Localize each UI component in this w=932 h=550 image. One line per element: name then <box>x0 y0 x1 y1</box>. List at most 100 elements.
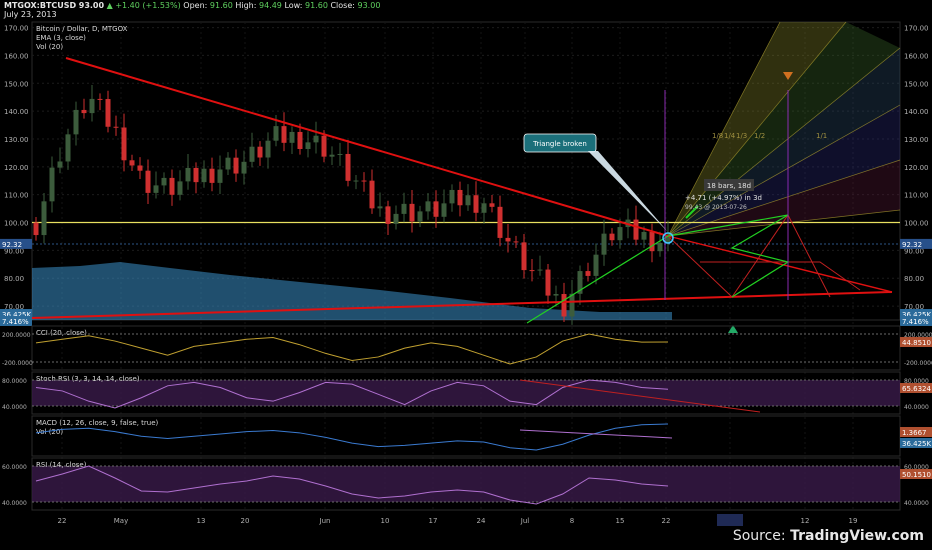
candle-body <box>265 140 271 158</box>
red-projection-2 <box>700 261 861 291</box>
y-tick-right: 120.00 <box>904 164 929 172</box>
y-tick-left: 140.00 <box>4 108 29 116</box>
candle-body <box>273 126 279 141</box>
price-marker-right <box>900 316 932 326</box>
candle-body <box>49 167 55 202</box>
candle-body <box>281 126 287 143</box>
volume-area <box>32 262 672 320</box>
candle-body <box>425 201 431 212</box>
source-credit[interactable]: Source: TradingView.com <box>733 528 924 546</box>
candle-body <box>577 271 583 294</box>
candle-body <box>521 242 527 271</box>
candle-body <box>41 201 47 236</box>
candle-body <box>641 231 647 240</box>
candle-body <box>569 293 575 317</box>
candle-body <box>33 222 39 236</box>
price-marker-right <box>900 238 932 249</box>
price-marker-right <box>900 309 932 319</box>
candle-body <box>233 157 239 174</box>
symbol-label[interactable]: MTGOX:BTCUSD <box>4 1 77 10</box>
candle-body <box>345 153 351 181</box>
candle-body <box>465 195 471 206</box>
y-tick-right: 160.00 <box>904 52 929 60</box>
close-label: Close: <box>330 1 355 10</box>
candle-body <box>377 206 383 209</box>
sub-pane-title: RSI (14, close) <box>36 461 87 469</box>
candle-body <box>473 195 479 213</box>
candle-body <box>105 99 111 127</box>
date-label: July 23, 2013 <box>4 10 57 19</box>
candle-body <box>193 167 199 183</box>
main-title: Bitcoin / Dollar, D, MTGOX <box>36 25 128 33</box>
channel-line-lower <box>526 235 669 324</box>
candle-body <box>529 270 535 272</box>
high-value: 94.49 <box>258 1 282 10</box>
y-tick-left: 120.00 <box>4 164 29 172</box>
candle-body <box>305 142 311 150</box>
bars-label-box <box>704 179 754 191</box>
sub-price-marker <box>900 427 932 437</box>
candle-body <box>545 269 551 296</box>
y-tick-left: 150.00 <box>4 80 29 88</box>
y-tick-left: 170.00 <box>4 25 29 33</box>
price-marker-text: 92.32 <box>902 241 922 249</box>
stoch-projection-line <box>519 379 761 413</box>
y-tick-left: 90.00 <box>4 247 24 255</box>
sub-pane-tick-right: 60.0000 <box>904 464 929 471</box>
price-marker-left <box>0 309 32 319</box>
candle-body <box>369 180 375 209</box>
sub-pane-series <box>35 465 669 505</box>
sub-pane-legend: Vol (20) <box>36 428 63 436</box>
price-marker-text: 92.32 <box>2 241 22 249</box>
candle-body <box>121 127 127 161</box>
y-tick-left: 130.00 <box>4 136 29 144</box>
y-tick-left: 160.00 <box>4 52 29 60</box>
breakout-circle <box>662 232 674 244</box>
open-value: 91.60 <box>209 1 233 10</box>
source-prefix: Source: <box>732 528 786 544</box>
sub-pane-tick-right: 40.0000 <box>904 500 929 507</box>
sub-pane-series <box>35 423 669 451</box>
x-tick-label: 22 <box>58 517 67 525</box>
candle-body <box>449 189 455 204</box>
candle-body <box>609 233 615 241</box>
y-tick-left: 70.00 <box>4 303 24 311</box>
candle-body <box>593 254 599 276</box>
projection-label: 99.43 @ 2013-07-26 <box>685 204 747 211</box>
candle-body <box>513 241 519 243</box>
x-tick-label: 10 <box>381 517 390 525</box>
sub-pane-tick-right: 40.0000 <box>904 404 929 411</box>
y-tick-right: 150.00 <box>904 80 929 88</box>
candle-body <box>113 126 119 128</box>
x-tick-label: 13 <box>197 517 206 525</box>
x-tick-label: May <box>114 517 128 525</box>
y-tick-left: 80.00 <box>4 275 24 283</box>
sub-price-marker-text: 36.425K <box>902 440 931 448</box>
candle-body <box>537 269 543 271</box>
candle-body <box>97 98 103 100</box>
x-tick-label: Jun <box>319 517 331 525</box>
close-value: 93.00 <box>357 1 381 10</box>
sub-pane-title: Stoch RSI (3, 3, 14, 14, close) <box>36 375 140 383</box>
y-tick-right: 90.00 <box>904 247 924 255</box>
price-marker-text: 36.425K <box>2 311 31 319</box>
y-tick-right: 130.00 <box>904 136 929 144</box>
channel-line-upper <box>667 214 789 237</box>
y-tick-right: 80.00 <box>904 275 924 283</box>
candle-body <box>657 242 663 252</box>
fan-label: 1/3 <box>736 132 747 140</box>
candle-body <box>185 167 191 182</box>
sub-price-marker <box>900 383 932 393</box>
low-value: 91.60 <box>305 1 328 10</box>
annotation-pointer <box>588 151 668 232</box>
candle-body <box>433 201 439 217</box>
x-tick-label: 8 <box>570 517 574 525</box>
sub-pane-tick-left: 200.0000 <box>2 332 31 339</box>
candle-body <box>441 203 447 217</box>
sub-pane-title: CCI (20, close) <box>36 329 87 337</box>
sub-pane-tick-right: -200.0000 <box>904 360 932 367</box>
low-label: Low: <box>284 1 303 10</box>
y-tick-left: 100.00 <box>4 220 29 228</box>
candle-body <box>353 180 359 182</box>
